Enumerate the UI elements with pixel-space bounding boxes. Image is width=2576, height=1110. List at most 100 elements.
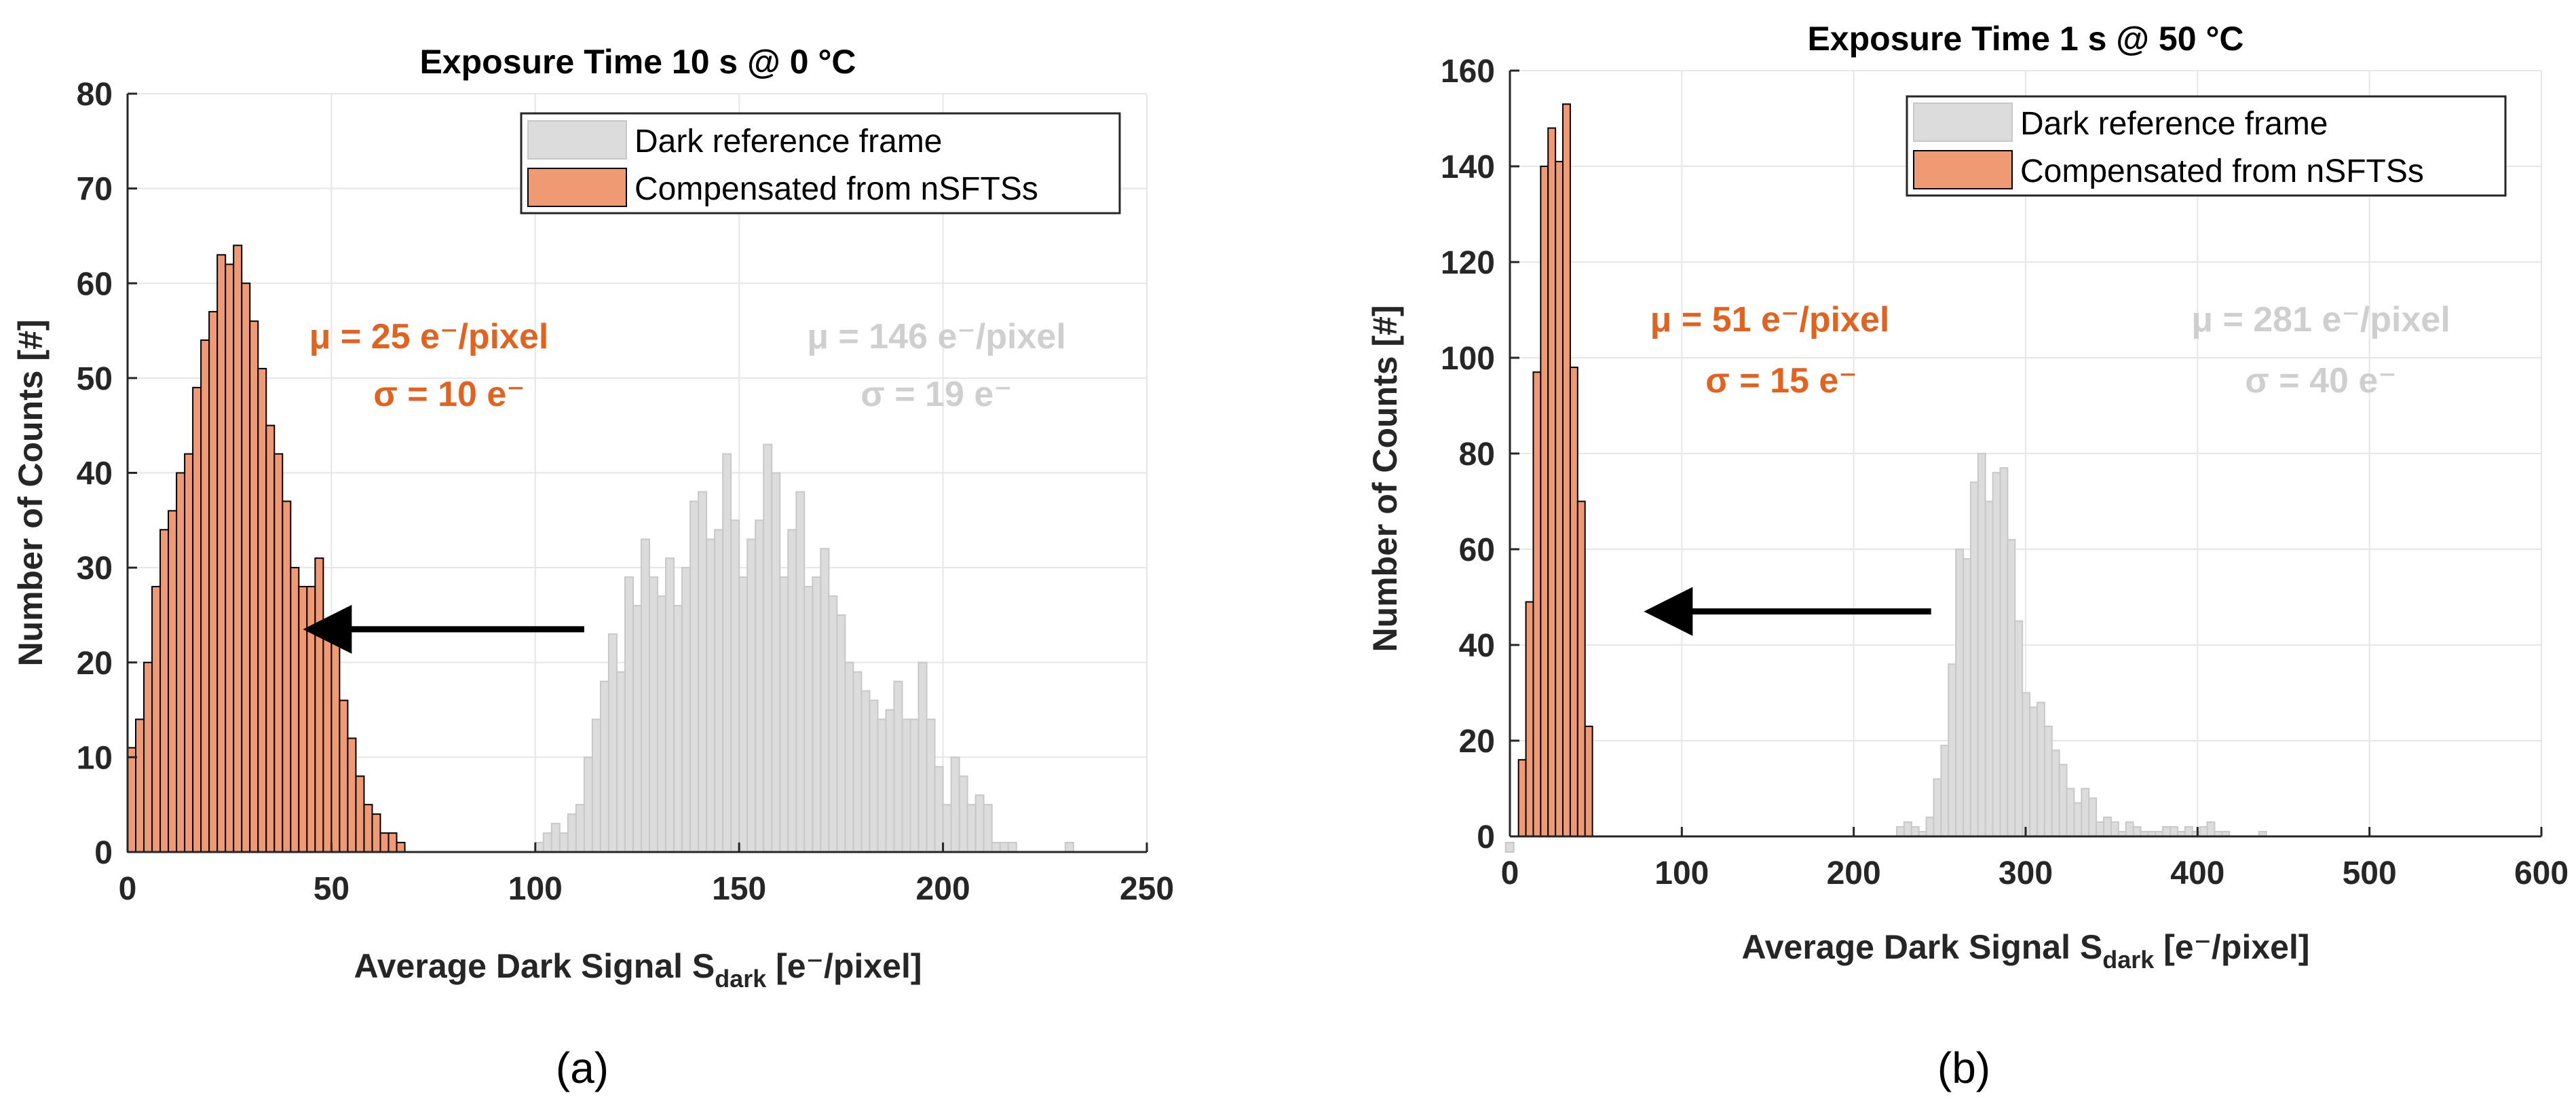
panel-b-dark-bar xyxy=(2051,750,2060,837)
panel-a-compensated-bar xyxy=(290,567,300,853)
panel-b-y-tick-label: 100 xyxy=(1441,341,1495,377)
panel-a-dark-bar xyxy=(632,604,643,853)
panel-a-dark-bar xyxy=(583,756,593,853)
panel-b-dark-bar xyxy=(1992,472,2001,837)
panel-a-dark-sigma: σ = 19 e⁻ xyxy=(860,375,1012,414)
panel-a-legend-label-dark: Dark reference frame xyxy=(634,124,943,160)
panel-a-title: Exposure Time 10 s @ 0 °C xyxy=(419,43,856,81)
panel-b-compensated-bar xyxy=(1555,160,1564,837)
panel-b-legend: Dark reference frame Compensated from nS… xyxy=(1906,95,2507,197)
panel-a-dark-bar xyxy=(828,595,838,853)
panel-a-legend-swatch-compensated xyxy=(527,168,627,207)
panel-a-compensated-bar xyxy=(314,557,324,853)
panel-a-compensated-bar xyxy=(159,529,170,853)
panel-a-dark-bar xyxy=(926,718,936,853)
panel-a-dark-bar xyxy=(591,718,601,853)
panel-b-legend-swatch-dark xyxy=(1913,103,2013,142)
panel-b-x-tick-labels: 0 100 200 300 400 500 600 xyxy=(1501,855,2569,891)
panel-b-legend-label-dark: Dark reference frame xyxy=(2020,106,2328,142)
panel-a-compensated-bar xyxy=(168,510,178,853)
panel-b-y-tick-label: 0 xyxy=(1477,819,1495,855)
panel-a-compensated-bar xyxy=(127,747,137,853)
panel-b-y-tick-labels: 0 20 40 60 80 100 120 140 160 xyxy=(1441,54,1495,855)
panel-b-dark-reference-bars xyxy=(1896,453,2267,838)
panel-a-dark-bar xyxy=(698,491,708,853)
panel-a-dark-bar xyxy=(836,614,846,853)
panel-b-x-tick-label: 200 xyxy=(1827,855,1881,891)
panel-a-dark-bar xyxy=(599,680,609,853)
panel-b-compensated-bar xyxy=(1584,725,1593,837)
panel-a-dark-bar xyxy=(795,491,806,853)
panel-a-legend-label-compensated: Compensated from nSFTSs xyxy=(634,171,1038,207)
panel-a-compensated-bar xyxy=(216,254,227,853)
panel-b-x-tick-label: 600 xyxy=(2514,855,2569,891)
panel-b-y-tick-label: 40 xyxy=(1459,628,1495,664)
panel-a-dark-bar xyxy=(607,633,618,853)
panel-a-dark-bar xyxy=(877,718,887,853)
panel-a-dark-bar xyxy=(909,718,920,853)
panel-b-dark-bar xyxy=(1977,453,1986,837)
panel-a-compensated-bar xyxy=(363,804,373,853)
panel-a-dark-bar xyxy=(771,472,781,853)
panel-a-x-tick-label: 200 xyxy=(916,871,970,907)
panel-a-axes xyxy=(126,92,1148,853)
panel-b-x-tick-label: 300 xyxy=(1999,855,2053,891)
panel-b-compensated-bar xyxy=(1576,500,1586,837)
panel-a-compensated-bar xyxy=(396,842,406,853)
panel-b-caption: (b) xyxy=(1937,1043,1990,1092)
panel-b-dark-bar xyxy=(1903,821,1912,837)
panel-b-x-tick-label: 500 xyxy=(2343,855,2397,891)
panel-b-dark-bar xyxy=(2058,764,2068,837)
panel-b-dark-bar xyxy=(1925,816,1935,838)
panel-b-title: Exposure Time 1 s @ 50 °C xyxy=(1807,20,2243,58)
panel-b-compensated-sigma: σ = 15 e⁻ xyxy=(1705,361,1857,401)
panel-a-dark-bar xyxy=(852,671,863,853)
panel-a-dark-bar xyxy=(812,576,822,853)
panel-a-dark-bar xyxy=(550,823,561,853)
panel-a-dark-bar xyxy=(534,842,544,853)
panel-a-y-tick-label: 0 xyxy=(94,835,113,871)
panel-a-compensated-sigma: σ = 10 e⁻ xyxy=(373,375,525,414)
panel-a-x-tick-label: 50 xyxy=(314,871,349,907)
panel-a-compensated-bar xyxy=(176,472,186,853)
panel-a-dark-bar xyxy=(714,529,724,853)
panel-b-dark-bar xyxy=(2088,797,2098,837)
panel-a-dark-bar xyxy=(885,709,895,853)
panel-a-compensated-bar xyxy=(371,813,381,853)
panel-b-compensated-bar xyxy=(1547,127,1557,838)
panel-a-compensated-bar xyxy=(355,775,365,853)
panel-a-compensated-bar xyxy=(387,832,398,853)
panel-a-x-tick-label: 100 xyxy=(508,871,563,907)
panel-a-compensated-bar xyxy=(347,737,357,853)
panel-a-dark-bar xyxy=(641,538,651,853)
panel-b-compensated-bars xyxy=(1517,103,1593,838)
panel-b-x-axis-label: Average Dark Signal Sdark [e⁻/pixel] xyxy=(1742,928,2310,974)
panel-a-dark-bar xyxy=(991,842,1001,853)
panel-a-compensated-bar xyxy=(265,424,276,853)
panel-a-dark-bar xyxy=(657,595,667,853)
panel-a-y-tick-label: 20 xyxy=(77,646,113,682)
panel-b-dark-bar xyxy=(1948,663,1957,838)
panel-b-dark-bar xyxy=(2125,821,2134,837)
panel-a-compensated-bar xyxy=(135,718,145,853)
panel-b-dark-bar xyxy=(2170,826,2178,838)
panel-b-dark-bar xyxy=(2199,826,2208,838)
panel-b-dark-bar xyxy=(1955,549,1965,837)
panel-b-dark-bar xyxy=(2036,701,2045,837)
panel-b-compensated-bar xyxy=(1540,166,1549,837)
panel-a-legend: Dark reference frame Compensated from nS… xyxy=(520,112,1121,215)
panel-b-dark-bar xyxy=(1896,826,1905,838)
panel-b-dark-bar xyxy=(1999,467,2009,837)
panel-b-dark-bar xyxy=(2132,826,2142,838)
panel-b-x-tick-label: 100 xyxy=(1654,855,1709,891)
panel-b-dark-bar xyxy=(1969,481,1979,837)
panel-a-compensated-bar xyxy=(379,832,390,853)
panel-a-dark-bar xyxy=(558,832,569,853)
panel-a-compensated-bar xyxy=(282,500,292,853)
panel-a-dark-bar xyxy=(615,671,626,853)
panel-a-compensated-bar xyxy=(306,586,316,853)
panel-a-dark-bar xyxy=(730,519,740,853)
panel-a-y-tick-label: 80 xyxy=(77,77,113,113)
panel-a-compensated-bar xyxy=(298,586,308,853)
panel-b-dark-sigma: σ = 40 e⁻ xyxy=(2245,361,2397,401)
